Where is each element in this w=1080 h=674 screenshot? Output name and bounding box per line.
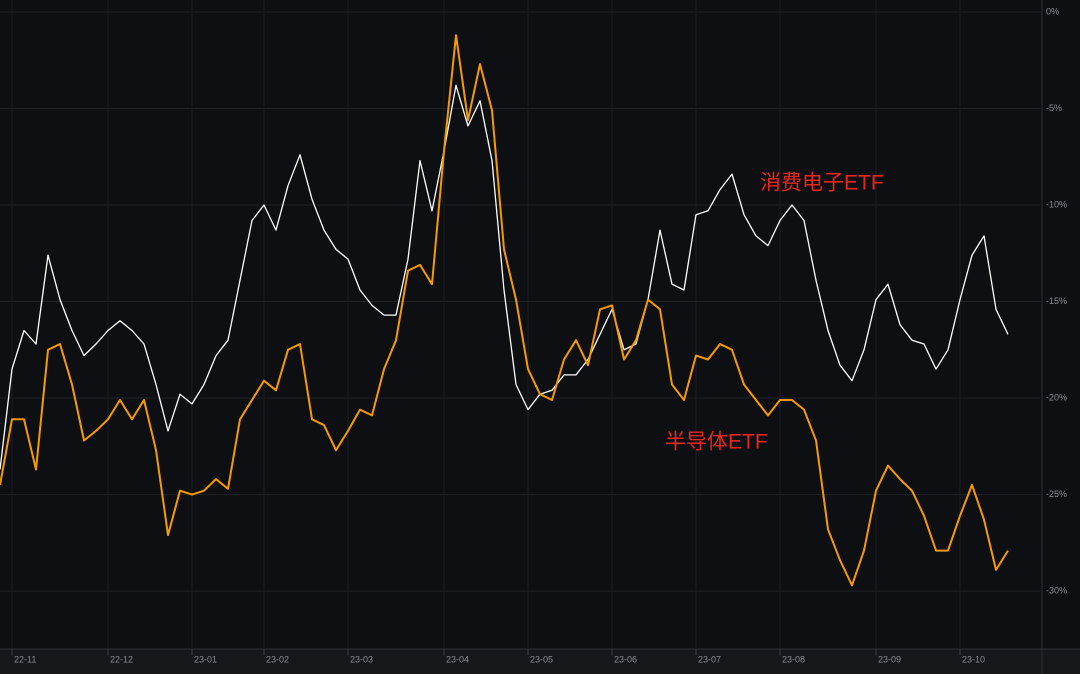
x-tick-label: 23-07 xyxy=(698,654,721,664)
y-tick-label: -10% xyxy=(1046,199,1067,209)
y-tick-label: 0% xyxy=(1046,6,1059,16)
x-tick-label: 22-11 xyxy=(14,654,36,664)
x-tick-label: 23-10 xyxy=(962,654,985,664)
x-tick-label: 23-03 xyxy=(350,654,373,664)
x-tick-label: 23-08 xyxy=(782,654,805,664)
x-tick-label: 22-12 xyxy=(110,654,133,664)
y-tick-label: -30% xyxy=(1046,585,1067,595)
line-series xyxy=(0,84,1009,470)
x-tick-label: 23-01 xyxy=(194,654,217,664)
annotation: 消费电子ETF xyxy=(760,172,884,195)
x-tick-label: 23-09 xyxy=(878,654,901,664)
x-tick-label: 23-02 xyxy=(266,654,289,664)
y-tick-label: -25% xyxy=(1046,489,1067,499)
annotation: 半导体ETF xyxy=(665,431,768,454)
y-tick-label: -15% xyxy=(1046,296,1067,306)
x-tick-label: 23-05 xyxy=(530,654,553,664)
line-series xyxy=(0,34,1009,587)
x-tick-label: 23-06 xyxy=(614,654,637,664)
y-tick-label: -5% xyxy=(1046,103,1062,113)
x-axis-band xyxy=(0,649,1080,674)
y-tick-label: -20% xyxy=(1046,392,1067,402)
x-tick-label: 23-04 xyxy=(446,654,469,664)
